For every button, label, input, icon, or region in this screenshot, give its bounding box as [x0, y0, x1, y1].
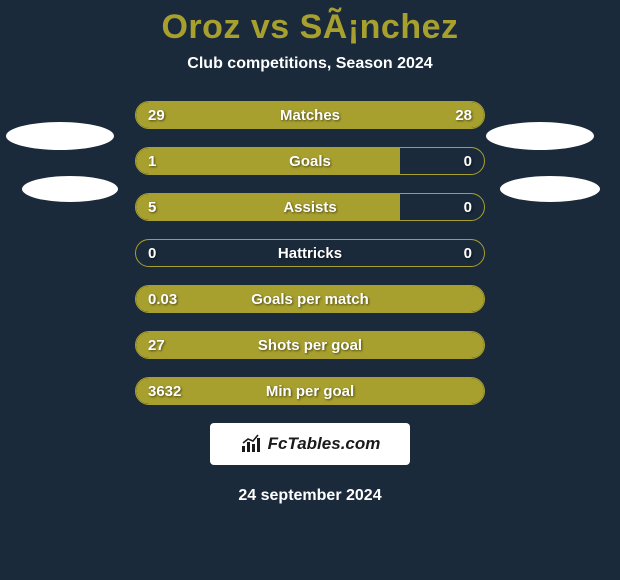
- stat-label: Matches: [136, 102, 484, 128]
- brand-badge: FcTables.com: [210, 423, 410, 465]
- player-ellipse: [6, 122, 114, 150]
- page-title: Oroz vs SÃ¡nchez: [0, 8, 620, 47]
- stat-row: 27Shots per goal: [135, 331, 485, 359]
- footer-date: 24 september 2024: [0, 487, 620, 505]
- stat-label: Shots per goal: [136, 332, 484, 358]
- stat-row: 0.03Goals per match: [135, 285, 485, 313]
- stat-label: Goals: [136, 148, 484, 174]
- stat-row: 2928Matches: [135, 101, 485, 129]
- stat-label: Min per goal: [136, 378, 484, 404]
- player-ellipse: [500, 176, 600, 202]
- stat-label: Goals per match: [136, 286, 484, 312]
- player-ellipse: [22, 176, 118, 202]
- stat-row: 00Hattricks: [135, 239, 485, 267]
- stat-row: 3632Min per goal: [135, 377, 485, 405]
- player-ellipse: [486, 122, 594, 150]
- stats-list: 2928Matches 10Goals 50Assists 00Hattricks 0.…: [135, 101, 485, 405]
- stat-label: Hattricks: [136, 240, 484, 266]
- subtitle: Club competitions, Season 2024: [0, 55, 620, 73]
- stat-row: 50Assists: [135, 193, 485, 221]
- stat-row: 10Goals: [135, 147, 485, 175]
- brand-chart-icon: [240, 433, 264, 455]
- stat-label: Assists: [136, 194, 484, 220]
- brand-text: FcTables.com: [268, 434, 381, 454]
- comparison-infographic: Oroz vs SÃ¡nchez Club competitions, Seas…: [0, 0, 620, 580]
